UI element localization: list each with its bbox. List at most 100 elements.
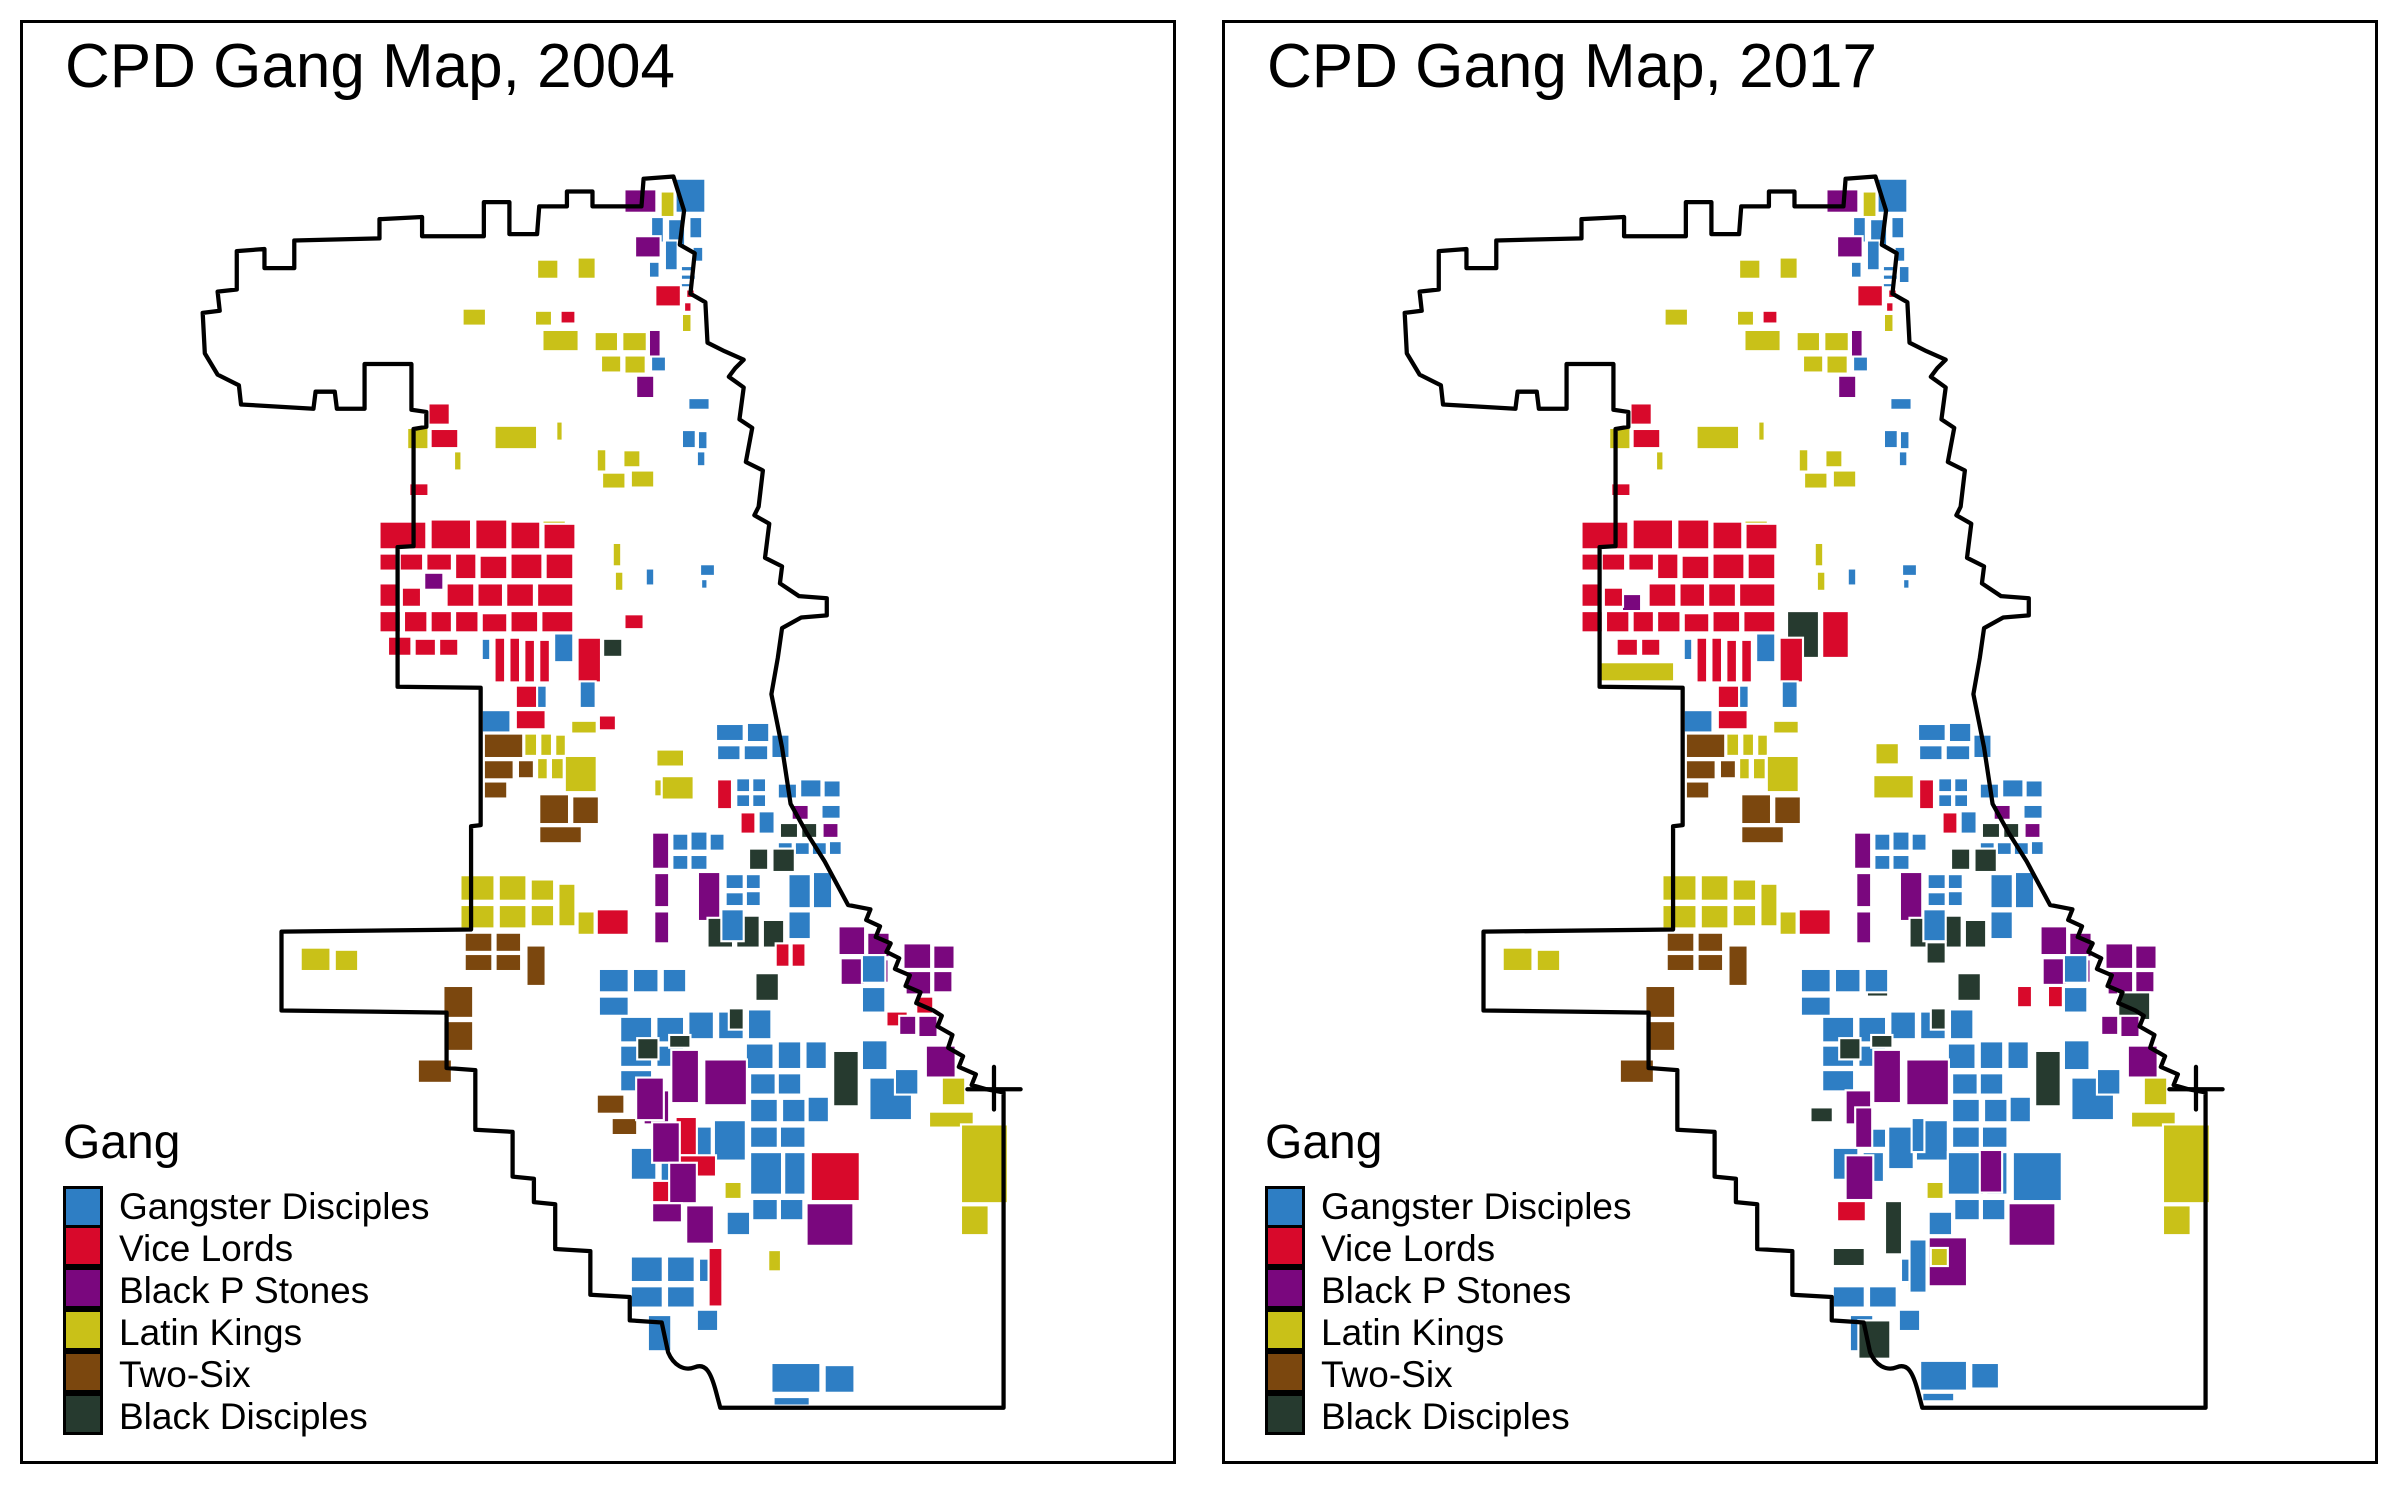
territory-block-gd bbox=[1889, 1010, 1917, 1041]
territory-block-gd bbox=[714, 722, 745, 743]
territory-block-ts bbox=[571, 795, 600, 826]
territory-block-gd bbox=[1918, 744, 1944, 762]
territory-block-gd bbox=[2006, 1040, 2030, 1071]
territory-block-bps bbox=[653, 910, 671, 945]
territory-block-bps bbox=[821, 821, 840, 839]
territory-block-gd bbox=[1897, 450, 1909, 468]
territory-block-ts bbox=[538, 793, 571, 826]
territory-block-ts bbox=[1740, 825, 1785, 845]
territory-block-vl bbox=[707, 1246, 724, 1308]
territory-block-vl bbox=[1680, 554, 1711, 581]
territory-block-vl bbox=[523, 638, 537, 684]
territory-block-vl bbox=[1710, 636, 1724, 684]
territory-block-bd bbox=[727, 1007, 745, 1031]
territory-block-lk bbox=[1751, 756, 1767, 781]
territory-block-gd bbox=[745, 721, 771, 744]
territory-block-gd bbox=[787, 873, 812, 910]
territory-block-lk bbox=[493, 424, 539, 451]
territory-block-lk bbox=[497, 874, 528, 902]
legend-label-vl: Vice Lords bbox=[119, 1228, 294, 1269]
legend-swatch-vl bbox=[1265, 1225, 1305, 1267]
territory-block-vl bbox=[480, 612, 509, 634]
territory-block-vl bbox=[1738, 582, 1777, 608]
territory-block-vl bbox=[505, 582, 535, 608]
territory-block-lk bbox=[1797, 448, 1810, 473]
territory-block-gd bbox=[480, 709, 512, 734]
territory-block-gd bbox=[860, 954, 887, 984]
territory-block-vl bbox=[1707, 582, 1737, 608]
territory-block-vl bbox=[538, 638, 551, 684]
territory-block-lk bbox=[570, 719, 598, 735]
territory-block-vl bbox=[544, 552, 575, 581]
territory-block-bps bbox=[902, 942, 933, 970]
territory-block-vl bbox=[774, 942, 791, 968]
territory-block-gd bbox=[696, 430, 709, 451]
territory-block-vl bbox=[559, 309, 577, 325]
territory-block-lk bbox=[1756, 733, 1769, 757]
territory-block-lk bbox=[659, 190, 676, 219]
panel-2004: CPD Gang Map, 2004 Gang Gangster Discipl… bbox=[20, 20, 1176, 1464]
territory-block-bps bbox=[1849, 328, 1864, 359]
territory-block-gd bbox=[1995, 841, 2013, 857]
territory-block-lk bbox=[593, 330, 620, 353]
legend-swatch-bps bbox=[63, 1267, 103, 1309]
territory-block-lk bbox=[1778, 256, 1799, 280]
territory-block-bps bbox=[1844, 1154, 1875, 1202]
territory-block-lk bbox=[1795, 330, 1822, 353]
legend-label-lk: Latin Kings bbox=[119, 1312, 303, 1353]
territory-block-gd bbox=[799, 778, 823, 799]
territory-block-vl bbox=[493, 636, 507, 684]
territory-block-vl bbox=[398, 552, 425, 572]
territory-block-gd bbox=[893, 1067, 920, 1096]
territory-block-vl bbox=[1631, 518, 1675, 551]
territory-block-ts bbox=[1684, 732, 1727, 760]
territory-block-gd bbox=[1970, 1361, 2001, 1390]
territory-block-lk bbox=[2161, 1204, 2192, 1237]
territory-block-gd bbox=[1922, 908, 1947, 943]
territory-block-bd bbox=[1925, 941, 1947, 965]
territory-block-vl bbox=[1941, 811, 1959, 835]
legend-label-gd: Gangster Disciples bbox=[119, 1186, 430, 1227]
legend-item-gd: Gangster Disciples bbox=[1265, 1186, 1632, 1228]
legend-item-lk: Latin Kings bbox=[63, 1309, 430, 1354]
territory-block-gd bbox=[708, 832, 726, 852]
territory-block-bps bbox=[1836, 235, 1864, 259]
territory-block-gd bbox=[749, 1151, 784, 1196]
gang-map-2004 bbox=[200, 174, 1023, 1410]
territory-block-bps bbox=[634, 235, 662, 259]
territory-block-bd bbox=[1956, 972, 1982, 1002]
territory-block-bps bbox=[668, 1161, 698, 1205]
territory-block-gd bbox=[757, 810, 776, 835]
territory-block-vl bbox=[474, 518, 509, 551]
territory-block-ts bbox=[482, 732, 525, 760]
territory-block-bps bbox=[651, 1202, 684, 1224]
legend-item-lk: Latin Kings bbox=[1265, 1309, 1632, 1354]
territory-block-gd bbox=[1799, 967, 1832, 994]
territory-block-lk bbox=[1929, 1246, 1949, 1268]
territory-block-gd bbox=[674, 177, 707, 214]
territory-block-gd bbox=[687, 1010, 715, 1041]
territory-block-gd bbox=[804, 1040, 828, 1071]
territory-block-lk bbox=[1743, 328, 1782, 353]
territory-block-ts bbox=[595, 1093, 626, 1115]
territory-block-bps bbox=[651, 1121, 681, 1164]
territory-block-bps bbox=[1620, 592, 1643, 613]
territory-block-vl bbox=[509, 520, 542, 551]
territory-block-bd bbox=[754, 972, 780, 1002]
state-line-cross bbox=[2167, 1064, 2225, 1112]
panel-title-2004: CPD Gang Map, 2004 bbox=[65, 32, 676, 101]
territory-block-vl bbox=[1656, 552, 1680, 581]
territory-block-gd bbox=[1821, 1069, 1856, 1093]
territory-block-gd bbox=[1944, 744, 1972, 762]
territory-block-bd bbox=[2034, 1049, 2062, 1108]
territory-block-gd bbox=[1948, 1008, 1975, 1041]
territory-block-gd bbox=[1937, 793, 1954, 809]
territory-block-vl bbox=[1716, 709, 1749, 731]
territory-block-gd bbox=[772, 1395, 811, 1407]
territory-block-gd bbox=[1953, 793, 1970, 809]
territory-block-vl bbox=[427, 402, 451, 426]
territory-block-gd bbox=[629, 1255, 664, 1284]
territory-block-gd bbox=[1881, 273, 1899, 281]
territory-block-gd bbox=[787, 910, 812, 941]
